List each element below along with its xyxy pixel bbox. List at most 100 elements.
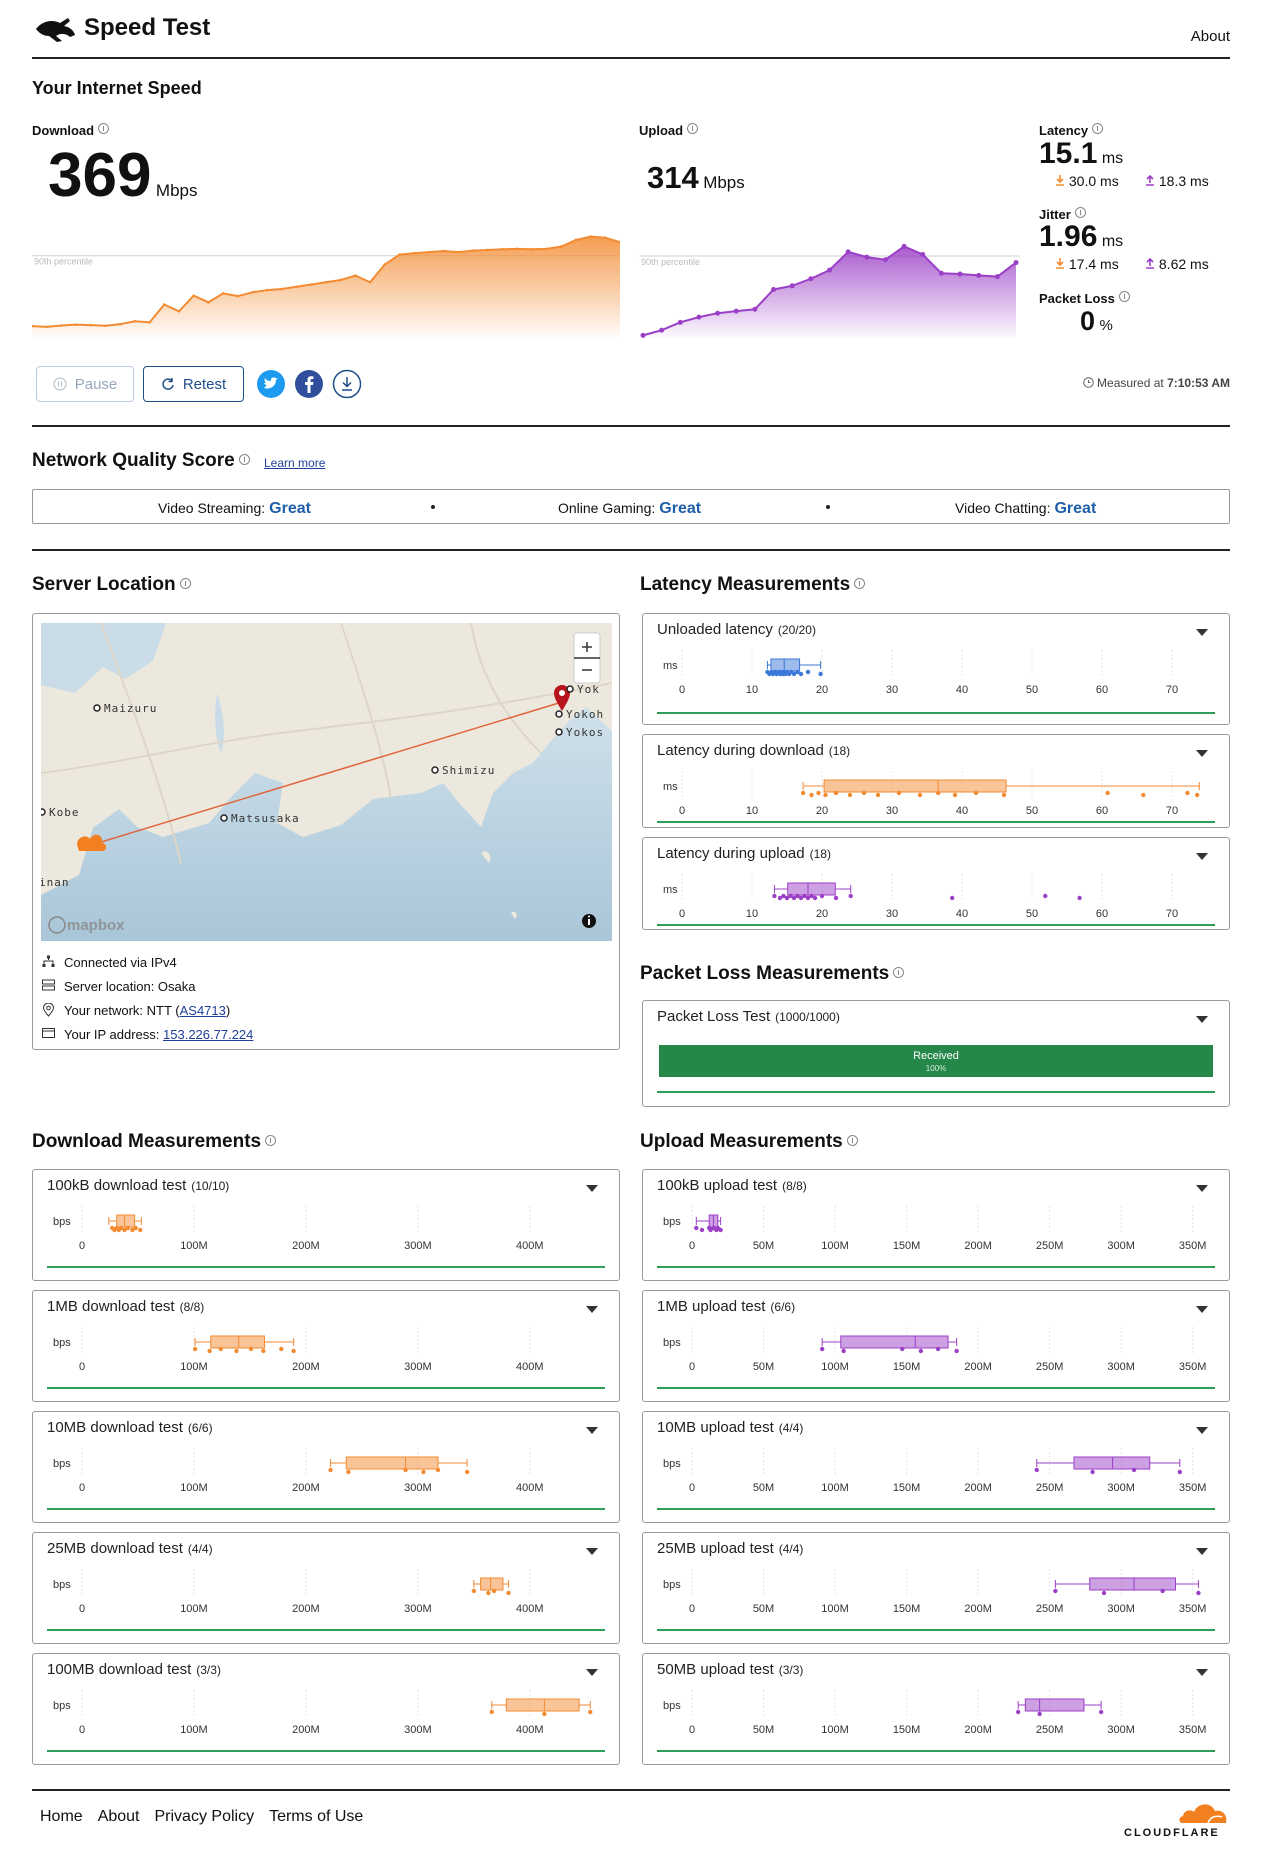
x-tick-label: 100M <box>821 1240 849 1252</box>
footer-link[interactable]: Home <box>40 1808 83 1825</box>
x-tick-label: 150M <box>893 1482 921 1494</box>
x-tick-label: 350M <box>1179 1240 1207 1252</box>
prefix: Your IP address: <box>64 1027 164 1042</box>
point <box>138 1227 143 1233</box>
download-results[interactable] <box>332 369 362 399</box>
expand-toggle[interactable] <box>586 1185 598 1192</box>
facebook-share[interactable] <box>294 369 324 399</box>
expand-toggle[interactable] <box>586 1548 598 1555</box>
info-icon[interactable] <box>98 123 110 134</box>
city-marker <box>41 808 46 816</box>
point <box>918 1348 924 1354</box>
x-tick-label: 250M <box>1036 1240 1064 1252</box>
point <box>659 327 665 333</box>
jitter-down: 17.4 ms <box>1055 256 1119 272</box>
time: 7:10:53 AM <box>1167 376 1230 390</box>
point <box>207 301 210 304</box>
x-tick-label: 0 <box>679 908 685 920</box>
point <box>515 247 519 251</box>
section-heading: Latency Measurements <box>640 574 866 596</box>
info-icon[interactable] <box>1074 207 1086 218</box>
expand-toggle[interactable] <box>1196 1427 1208 1434</box>
x-tick-label: 0 <box>79 1724 85 1736</box>
learn-more-link[interactable]: Learn more <box>264 456 326 470</box>
info-icon[interactable] <box>179 578 191 589</box>
pause-button[interactable]: Pause <box>36 366 134 402</box>
point <box>559 245 563 248</box>
x-tick-label: 100M <box>821 1603 849 1615</box>
section-heading: Network Quality Score <box>32 450 250 472</box>
expand-toggle[interactable] <box>586 1669 598 1676</box>
expand-toggle[interactable] <box>1196 1669 1208 1676</box>
jitter-up: 8.62 ms <box>1145 256 1209 272</box>
info-icon[interactable] <box>238 454 250 465</box>
x-tick-label: 0 <box>689 1240 695 1252</box>
point <box>771 286 777 292</box>
expand-toggle[interactable] <box>1196 1548 1208 1555</box>
box-plot: Latency during upload (18) ms0 10 20 30 40 50 60… <box>657 845 1215 926</box>
expand-toggle[interactable] <box>1196 750 1208 757</box>
footer-link[interactable]: Privacy Policy <box>154 1808 255 1825</box>
info-icon[interactable] <box>687 123 699 134</box>
info-icon[interactable] <box>893 967 905 978</box>
footer-link[interactable]: Terms of Use <box>269 1808 364 1825</box>
test-name: 1MB upload test <box>657 1298 766 1315</box>
box <box>770 658 801 672</box>
point <box>1013 260 1019 266</box>
x-tick-label: 300M <box>1107 1724 1135 1736</box>
value: 17.4 ms <box>1068 256 1119 272</box>
point <box>501 247 504 251</box>
x-tick-label: 50 <box>1026 908 1038 920</box>
point <box>795 893 800 899</box>
point <box>236 294 240 298</box>
divider <box>32 57 1230 59</box>
x-tick-label: 50M <box>753 1482 774 1494</box>
test-title: 50MB upload test (3/3) <box>657 1661 803 1678</box>
info-icon[interactable] <box>265 1135 277 1146</box>
point <box>125 1225 131 1231</box>
point <box>798 895 804 901</box>
expand-toggle[interactable] <box>1196 1185 1208 1192</box>
info-icon[interactable] <box>854 578 866 589</box>
point <box>805 895 811 901</box>
nav-about[interactable]: About <box>1190 28 1230 45</box>
info-icon[interactable] <box>1118 291 1130 302</box>
value: 8.62 ms <box>1158 256 1209 272</box>
city-label: inan <box>41 876 70 889</box>
point <box>60 324 63 327</box>
ip-link[interactable]: 153.226.77.224 <box>163 1027 254 1042</box>
divider <box>32 549 1230 551</box>
map[interactable]: Maizuru Kobe Matsusaka Shimizu Yok Yokoh Yokos… <box>41 623 612 941</box>
asn-link[interactable]: AS4713 <box>179 1003 226 1018</box>
expand-toggle[interactable] <box>1196 1306 1208 1313</box>
x-tick-label: 200M <box>292 1724 320 1736</box>
x-tick-label: 20 <box>816 684 828 696</box>
point <box>118 322 122 326</box>
measurement-card: 1MB download test (8/8) bps 0 100M 200M 300M 40… <box>32 1290 620 1402</box>
info-icon[interactable] <box>1092 123 1104 134</box>
axis-unit: bps <box>53 1216 71 1228</box>
point <box>819 1346 825 1352</box>
bar-value: 100% <box>926 1064 946 1073</box>
expand-toggle[interactable] <box>586 1306 598 1313</box>
point <box>471 249 475 252</box>
expand-toggle[interactable] <box>1196 1016 1208 1023</box>
retest-button[interactable]: Retest <box>143 366 244 402</box>
city-marker <box>555 728 563 736</box>
footer-link[interactable]: About <box>97 1808 140 1825</box>
download-chart: 90th percentile <box>32 235 620 338</box>
expand-toggle[interactable] <box>1196 629 1208 636</box>
expand-toggle[interactable] <box>1196 853 1208 860</box>
point <box>1177 1469 1183 1475</box>
info-icon[interactable] <box>846 1135 858 1146</box>
expand-toggle[interactable] <box>586 1427 598 1434</box>
point <box>789 283 795 289</box>
test-count: (20/20) <box>778 623 816 637</box>
x-tick-label: 70 <box>1166 684 1178 696</box>
point <box>694 1225 699 1231</box>
value: 0 <box>1080 306 1096 336</box>
point <box>133 319 137 323</box>
twitter-share[interactable] <box>256 369 286 399</box>
